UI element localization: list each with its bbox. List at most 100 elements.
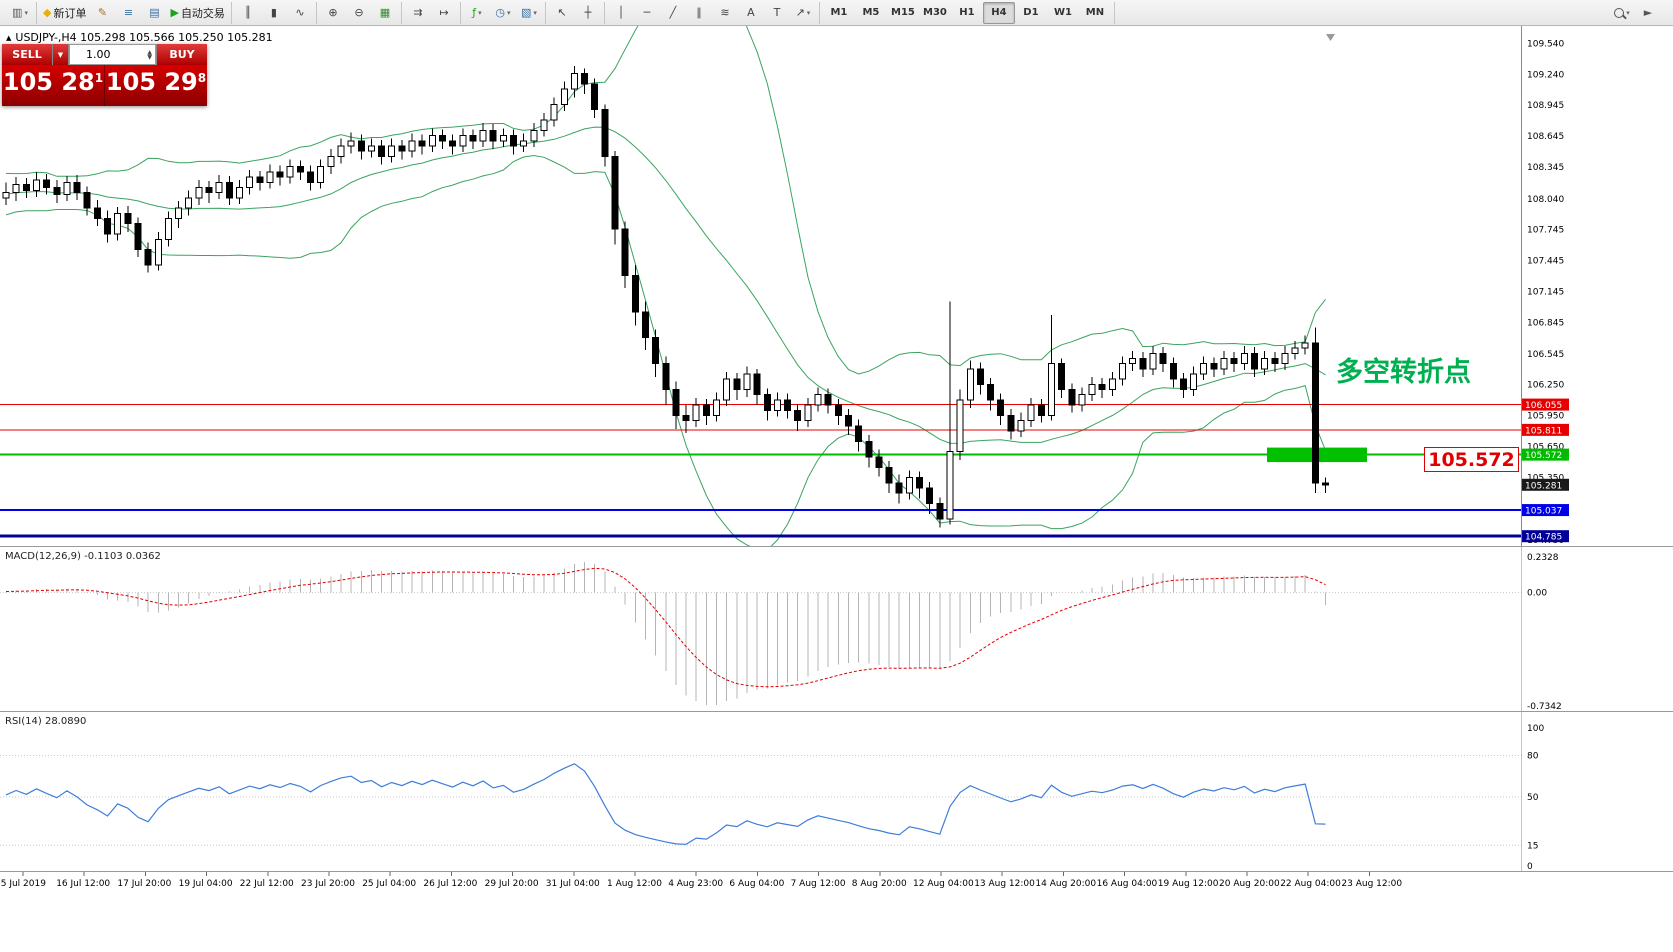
svg-text:106.545: 106.545 [1527,350,1564,360]
candlestick-chart-icon-glyph: ▮ [270,6,277,19]
vertical-line-icon[interactable]: │ [608,2,634,24]
channel-icon[interactable]: ∥ [686,2,712,24]
new-chart-icon-glyph: ▥ [12,6,23,19]
market-watch-icon-glyph: ≡ [123,6,134,19]
svg-text:20 Aug 20:00: 20 Aug 20:00 [1219,879,1280,889]
toolbar-overflow-icon-glyph: ► [1643,6,1653,19]
bollinger-middle-band [5,126,1326,444]
turning-point-annotation[interactable]: 多空转折点 [1336,357,1471,388]
svg-text:50: 50 [1527,793,1539,803]
data-window-icon-glyph: ▤ [149,6,160,19]
time-axis[interactable]: 15 Jul 2019 16 Jul 12:00 17 Jul 20:00 19 Ju… [0,872,1402,889]
grid-icon[interactable]: ▦ [372,2,398,24]
sell-button[interactable]: SELL [2,44,52,65]
macd-panel[interactable] [0,547,1522,711]
svg-text:107.445: 107.445 [1527,257,1564,267]
search-icon[interactable]: ▾ [1609,2,1635,24]
timeframe-H4[interactable]: H4 [982,1,1015,24]
volume-input[interactable]: 1.00 ▲ ▼ [69,44,156,65]
main-chart-layer [0,26,1522,546]
indicators-button[interactable]: ƒ ▾ [464,2,490,24]
timeframe-H1[interactable]: H1 [959,7,975,18]
svg-text:105.037: 105.037 [1525,507,1562,517]
svg-text:22 Aug 04:00: 22 Aug 04:00 [1280,879,1341,889]
buy-price-button[interactable]: 105 29 8 [105,65,207,106]
periods-button[interactable]: ◷ ▾ [490,2,516,24]
crosshair-icon-glyph: ┼ [584,6,592,19]
svg-text:108.040: 108.040 [1527,195,1564,205]
chart-shift-icon[interactable]: ↦ [431,2,457,24]
cursor-icon[interactable]: ↖ [549,2,575,24]
toolbar-group: ⇉ ↦ [402,1,461,24]
timeframe-D1[interactable]: D1 [1023,7,1039,18]
label-icon[interactable]: T [764,2,790,24]
toolbar-overflow-icon[interactable]: ► [1635,2,1661,24]
fibonacci-icon[interactable]: ≋ [712,2,738,24]
toolbar-group: ↖ ┼ [546,1,605,24]
price-axis[interactable]: 109.540 109.240 108.945 108.645 108.345 108.0… [1521,26,1570,872]
volume-stepper[interactable]: ▲ ▼ [147,48,152,61]
bar-chart-icon[interactable]: ║ [235,2,261,24]
symbol-ohlc-text: USDJPY-,H4 105.298 105.566 105.250 105.2… [15,31,273,44]
timeframe-M1[interactable]: M1 [830,7,848,18]
metaeditor-icon[interactable]: ✎ [89,2,115,24]
timeframe-M30[interactable]: M30 [923,7,947,18]
templates-button-glyph: ▧ [520,6,532,19]
svg-text:100: 100 [1527,724,1544,734]
price-callout-label[interactable]: 105.572 [1424,447,1519,472]
fibonacci-icon-glyph: ≋ [720,6,730,19]
new-chart-icon-caret-icon: ▾ [24,8,28,17]
svg-text:0.00: 0.00 [1527,589,1547,599]
toolbar-group: ◆ 新订单 ✎ ≡ ▤ ▶ 自动交易 [37,1,232,24]
timeframe-M15[interactable]: M15 [891,7,915,18]
svg-text:23 Aug 12:00: 23 Aug 12:00 [1341,879,1402,889]
periods-button-glyph: ◷ [495,6,505,19]
buy-button[interactable]: BUY [157,44,207,65]
zoom-out-icon[interactable]: ⊖ [346,2,372,24]
zoom-in-icon[interactable]: ⊕ [320,2,346,24]
svg-text:19 Aug 12:00: 19 Aug 12:00 [1158,879,1219,889]
one-click-trading-panel: SELL ▼ 1.00 ▲ ▼ BUY 105 28 1 105 29 8 [2,44,207,106]
macd-histogram [5,562,1326,705]
svg-text:31 Jul 04:00: 31 Jul 04:00 [546,879,600,889]
svg-text:12 Aug 04:00: 12 Aug 04:00 [913,879,974,889]
svg-text:105.950: 105.950 [1527,411,1564,421]
main-chart-plot[interactable] [0,26,1522,546]
stepper-down-icon[interactable]: ▼ [147,53,152,61]
new-order-button[interactable]: ◆ 新订单 [40,2,89,24]
trade-options-caret-icon[interactable]: ▼ [53,44,68,65]
line-chart-icon[interactable]: ∿ [287,2,313,24]
market-watch-icon[interactable]: ≡ [115,2,141,24]
magnifier-glass-icon [1614,7,1625,18]
stepper-up-icon[interactable]: ▲ [147,48,152,56]
text-icon[interactable]: A [738,2,764,24]
horizontal-line-icon[interactable]: ─ [634,2,660,24]
auto-scroll-icon[interactable]: ⇉ [405,2,431,24]
buy-price-pip: 8 [197,71,207,85]
crosshair-icon[interactable]: ┼ [575,2,601,24]
data-window-icon[interactable]: ▤ [141,2,167,24]
toolbar-group: │ ─ ╱ ∥ ≋ A T ↗ ▾ [605,1,820,24]
trendline-icon[interactable]: ╱ [660,2,686,24]
autotrading-button[interactable]: ▶ 自动交易 [167,2,227,24]
candlestick-chart-icon[interactable]: ▮ [261,2,287,24]
cursor-icon-glyph: ↖ [557,6,567,19]
templates-button[interactable]: ▧ ▾ [516,2,542,24]
chart-canvas[interactable]: 109.540 109.240 108.945 108.645 108.345 108.0… [0,26,1673,952]
timeframe-W1[interactable]: W1 [1053,7,1072,18]
svg-text:108.645: 108.645 [1527,132,1564,142]
arrows-icon[interactable]: ↗ ▾ [790,2,816,24]
svg-text:15: 15 [1527,841,1538,851]
toolbar-group: ║ ▮ ∿ [232,1,317,24]
new-chart-icon[interactable]: ▥ ▾ [7,2,33,24]
sell-price-button[interactable]: 105 28 1 [2,65,105,106]
timeframe-M5[interactable]: M5 [862,7,880,18]
rsi-panel[interactable] [0,712,1522,871]
svg-text:107.145: 107.145 [1527,288,1564,298]
svg-text:14 Aug 20:00: 14 Aug 20:00 [1035,879,1096,889]
new-order-button-label: 新订单 [53,6,87,20]
trendline-icon-glyph: ╱ [669,6,677,19]
timeframe-MN[interactable]: MN [1085,7,1105,18]
text-icon-glyph: A [747,6,755,19]
svg-text:106.250: 106.250 [1527,380,1564,390]
